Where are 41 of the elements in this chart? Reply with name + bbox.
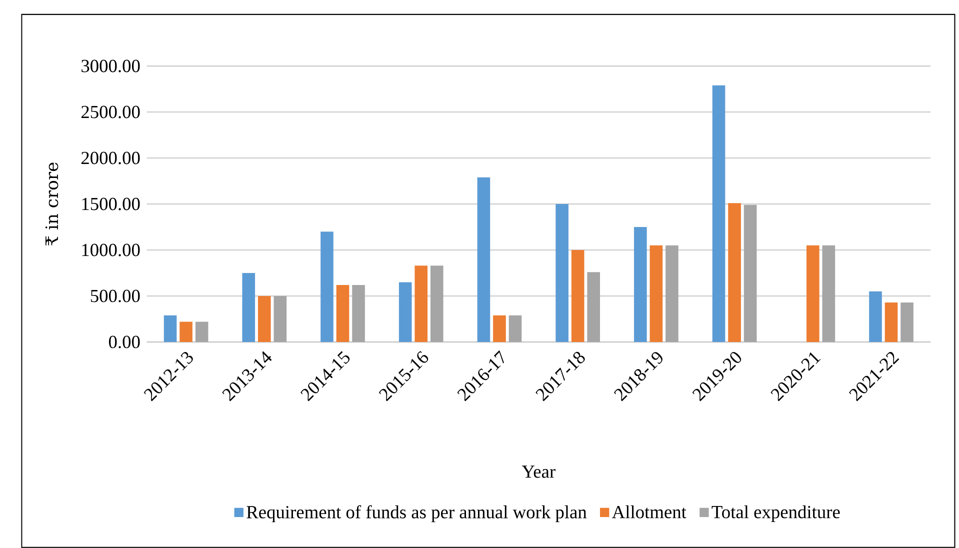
bar — [180, 322, 192, 342]
y-tick-label: 0.00 — [108, 336, 140, 348]
bar — [806, 245, 820, 342]
bar — [352, 284, 365, 342]
y-axis-title: ₹ in crore — [45, 162, 58, 246]
bar — [650, 245, 663, 342]
x-axis-title: Year — [522, 466, 556, 478]
bar — [164, 315, 177, 342]
bar — [493, 315, 506, 342]
bar — [744, 204, 757, 342]
bar — [242, 273, 256, 342]
y-tick-label: 3000.00 — [82, 60, 140, 72]
bar — [666, 245, 678, 342]
bar — [274, 296, 287, 342]
bar — [869, 291, 882, 342]
bar — [258, 296, 271, 342]
legend-label: Requirement of funds as per annual work plan — [246, 505, 587, 522]
bar — [884, 302, 898, 342]
bar — [477, 177, 490, 342]
y-tick-label: 2500.00 — [81, 106, 140, 118]
bar — [336, 284, 350, 342]
bar — [728, 203, 741, 342]
y-tick-label: 500.00 — [90, 290, 140, 302]
y-tick-label: 1000.00 — [82, 244, 140, 256]
legend-label: Total expenditure — [712, 505, 840, 522]
y-tick-label: 1500.00 — [82, 198, 140, 210]
bar — [430, 266, 444, 342]
bar — [900, 302, 914, 342]
bar — [508, 315, 522, 342]
bar — [822, 245, 836, 342]
bar — [587, 272, 600, 342]
bar — [634, 227, 647, 342]
bar — [414, 266, 428, 342]
bar — [571, 250, 584, 342]
bar — [195, 322, 208, 342]
bar — [556, 204, 568, 342]
legend-label: Allotment — [612, 505, 686, 518]
bar — [712, 85, 726, 342]
bar — [398, 282, 412, 342]
bar — [320, 232, 334, 342]
y-tick-label: 2000.00 — [81, 152, 140, 164]
